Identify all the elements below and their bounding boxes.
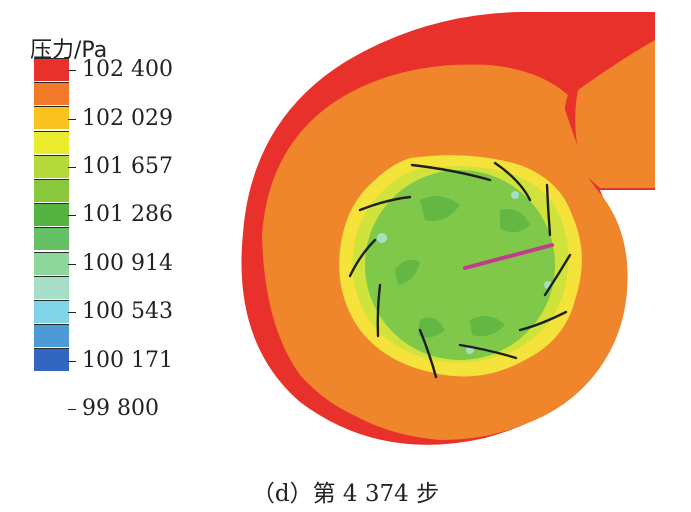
blade-7 <box>418 328 438 379</box>
blade-5 <box>518 310 568 332</box>
blade-6 <box>458 343 518 360</box>
legend-tick <box>68 312 76 314</box>
legend-swatch <box>34 275 69 299</box>
legend-swatch <box>34 130 69 154</box>
legend-swatch <box>34 324 69 348</box>
blade-9 <box>348 238 377 278</box>
blade-3 <box>545 183 552 237</box>
blade-8 <box>376 283 382 338</box>
blade-2 <box>493 161 532 202</box>
legend-label: 102 029 <box>82 105 173 131</box>
legend-swatch <box>34 300 69 323</box>
legend-label: 100 914 <box>82 250 173 276</box>
legend-swatch <box>34 58 69 81</box>
legend-label: 99 800 <box>82 395 159 421</box>
legend-tick <box>68 118 76 120</box>
legend-swatch <box>34 348 69 372</box>
blade-4 <box>543 253 572 297</box>
legend-swatch <box>34 82 69 106</box>
legend-swatch <box>34 106 69 130</box>
legend-label: 101 657 <box>82 153 173 179</box>
legend-tick <box>68 215 76 217</box>
impeller-blades <box>348 161 572 379</box>
legend-label: 100 171 <box>82 347 173 373</box>
impeller-core <box>365 170 555 360</box>
legend-swatch <box>34 203 69 227</box>
legend-swatch <box>34 251 69 275</box>
legend-swatch <box>34 154 69 178</box>
legend-swatch <box>34 227 69 251</box>
blade-1 <box>410 163 492 182</box>
legend-swatch <box>34 179 69 202</box>
legend-tick <box>68 70 76 72</box>
figure-caption: （d）第 4 374 步 <box>251 481 440 507</box>
legend-label: 102 400 <box>82 57 173 83</box>
legend-label: 100 543 <box>82 299 173 325</box>
monitoring-line <box>463 243 554 270</box>
legend-tick <box>68 408 76 410</box>
legend-label: 101 286 <box>82 202 173 228</box>
legend-tick <box>68 360 76 362</box>
blade-10 <box>358 195 412 212</box>
legend-tick <box>68 263 76 265</box>
legend-tick <box>68 166 76 168</box>
